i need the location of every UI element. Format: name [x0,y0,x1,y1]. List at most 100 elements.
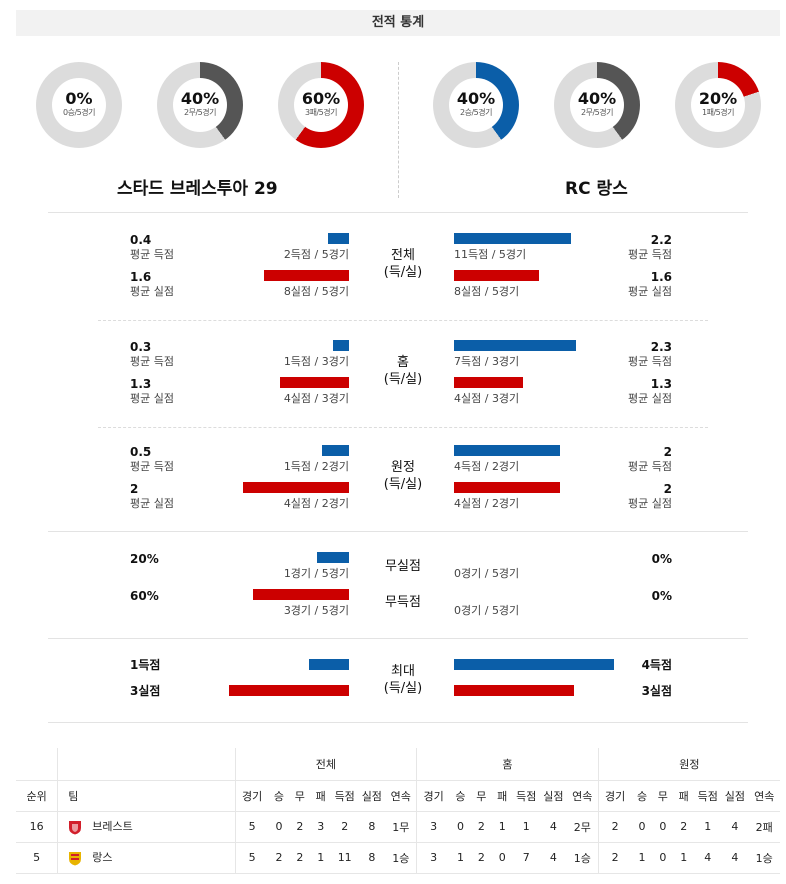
home-max-scored: 1득점 [130,658,161,672]
stat-cell: 1승 [748,842,780,874]
team-name: 랑스 [92,851,113,865]
stat-cell: 2 [597,811,632,843]
empty-cell [57,748,236,780]
home-avg-scored: 0.3 [130,340,152,354]
stat-cell: 2패 [748,811,780,843]
away-scored-bar [454,445,560,456]
stat-cell: 4 [721,811,749,843]
column-header: 득점 [694,779,722,812]
divider [48,722,748,723]
stats-title: 전적 통계 [16,10,780,36]
donut-subtext: 2승/5경기 [460,108,492,117]
stat-cell: 4 [539,842,567,874]
stat-cell: 1 [450,842,471,874]
stat-cell: 1 [512,811,540,843]
donut-subtext: 0승/5경기 [63,108,95,117]
column-header: 실점 [358,779,386,812]
home-avg-scored-label: 평균 득점 [130,355,174,368]
away-avg-scored-label: 평균 득점 [628,355,672,368]
away-scored-count: 4득점 / 2경기 [454,460,520,473]
home-avg-conceded-label: 평균 실점 [130,392,174,405]
column-header: 패 [491,779,513,812]
section-label-sub: (득/실) [383,372,423,387]
donut-percent: 20% [698,89,738,108]
away-loss-rate-donut: 20% 1패/5경기 [675,62,761,148]
away-failed-to-score-rate: 0% [651,589,672,603]
section-label: 원정 (득/실) [370,459,436,493]
column-header: 득점 [331,779,359,812]
donut-percent: 60% [301,89,341,108]
home-conceded-count: 4실점 / 2경기 [283,497,349,510]
away-win-rate-donut: 40% 2승/5경기 [433,62,519,148]
column-header: 승 [268,779,290,812]
stat-cell: 3 [310,811,332,843]
home-clean-sheet-bar [317,552,349,563]
failed-to-score-label: 무득점 [385,595,421,610]
away-max-scored-bar [454,659,614,670]
column-header: 무 [470,779,492,812]
away-avg-conceded: 1.3 [650,377,672,391]
donut-subtext: 2무/5경기 [581,108,613,117]
section-label-main: 최대 [391,664,415,679]
home-draw-rate-donut: 40% 2무/5경기 [157,62,243,148]
rank-header: 순위 [16,779,58,812]
section-label: 최대 (득/실) [370,663,436,697]
column-header: 실점 [721,779,749,812]
away-avg-conceded-label: 평균 실점 [628,285,672,298]
team-divider [398,62,399,198]
away-conceded-count: 8실점 / 5경기 [454,285,520,298]
away-conceded-bar [454,482,560,493]
home-max-conceded: 3실점 [130,684,161,698]
team-name: 브레스트 [92,820,133,834]
stat-cell: 0 [491,842,513,874]
team-header: 팀 [57,779,236,812]
section-label-sub: (득/실) [383,681,423,696]
stat-cell: 2 [673,811,695,843]
table-row[interactable]: 5 랑스 5 2 2 1 11 8 1승 3 1 2 0 7 4 1승 2 1 0 1 4 4 1승 [16,842,780,874]
home-conceded-count: 8실점 / 5경기 [283,285,349,298]
empty-cell [16,748,58,780]
stat-cell: 1 [310,842,332,874]
stat-cell: 1무 [385,811,417,843]
away-conceded-bar [454,270,539,281]
home-clean-sheet-count: 1경기 / 5경기 [283,567,349,580]
column-header: 무 [289,779,311,812]
away-avg-conceded: 2 [663,482,672,496]
stat-cell: 2 [470,811,492,843]
home-conceded-bar [243,482,349,493]
column-header: 연속 [748,779,780,812]
column-header: 경기 [416,779,451,812]
away-avg-scored: 2.2 [650,233,672,247]
home-failed-to-score-count: 3경기 / 5경기 [283,604,349,617]
group-overall: 전체 [234,748,417,780]
table-row[interactable]: 16 브레스트 5 0 2 3 2 8 1무 3 0 2 1 1 4 2무 2 0 0 2 1 4 2패 [16,811,780,843]
home-win-rate-donut: 0% 0승/5경기 [36,62,122,148]
stat-cell: 5 [234,811,269,843]
team-cell[interactable]: 랑스 [57,842,236,874]
stat-cell: 1 [694,811,722,843]
home-failed-to-score-rate: 60% [130,589,159,603]
home-scored-bar [322,445,349,456]
away-avg-conceded-label: 평균 실점 [628,497,672,510]
divider [98,427,708,428]
team-cell[interactable]: 브레스트 [57,811,236,843]
stat-cell: 3 [416,842,451,874]
group-home: 홈 [416,748,599,780]
rank-cell: 16 [16,811,58,843]
column-header: 경기 [597,779,632,812]
home-scored-bar [328,233,349,244]
away-avg-conceded-label: 평균 실점 [628,392,672,405]
home-avg-conceded: 2 [130,482,139,496]
group-away: 원정 [597,748,780,780]
group-header-row: 전체 홈 원정 [16,748,780,780]
stat-cell: 1승 [566,842,599,874]
stat-cell: 3 [416,811,451,843]
stat-cell: 4 [539,811,567,843]
column-header: 연속 [566,779,599,812]
home-avg-conceded: 1.3 [130,377,152,391]
donut-subtext: 2무/5경기 [184,108,216,117]
away-clean-sheet-count: 0경기 / 5경기 [454,567,520,580]
home-scored-bar [333,340,349,351]
home-scored-count: 2득점 / 5경기 [283,248,349,261]
stat-cell: 8 [358,842,386,874]
